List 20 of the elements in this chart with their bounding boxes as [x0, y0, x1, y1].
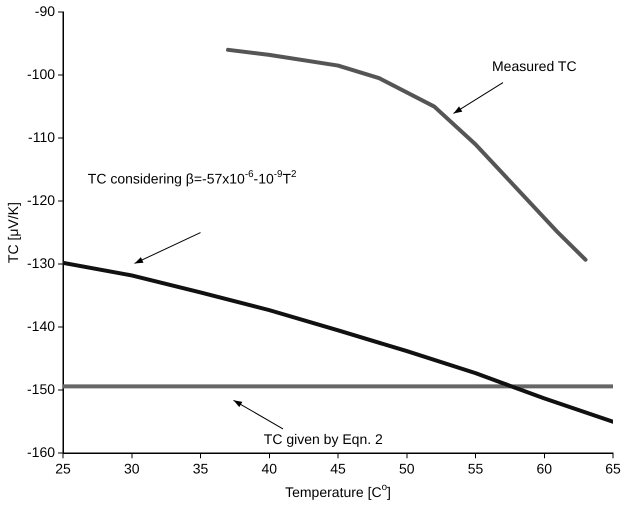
annotation: Measured TC — [492, 58, 577, 74]
x-tick-label: 45 — [330, 460, 346, 476]
y-tick-label: -90 — [34, 2, 56, 19]
y-tick-label: -140 — [26, 318, 56, 334]
x-tick-label: 30 — [124, 460, 140, 476]
x-tick-label: 40 — [261, 460, 278, 476]
y-tick-label: -100 — [26, 66, 56, 82]
y-axis-title: TC [μV/K] — [4, 202, 21, 264]
x-tick-label: 55 — [468, 460, 484, 476]
y-tick-label: -160 — [26, 444, 56, 460]
x-tick-label: 50 — [398, 460, 415, 476]
x-tick-label: 65 — [605, 460, 621, 476]
y-tick-label: -120 — [26, 192, 56, 208]
x-tick-label: 25 — [55, 460, 72, 476]
y-tick-label: -150 — [26, 381, 56, 398]
y-tick-label: -130 — [26, 254, 56, 271]
annotation: TC given by Eqn. 2 — [264, 430, 384, 447]
x-tick-label: 35 — [192, 460, 209, 476]
x-tick-label: 60 — [536, 460, 552, 476]
y-tick-label: -110 — [28, 128, 56, 145]
